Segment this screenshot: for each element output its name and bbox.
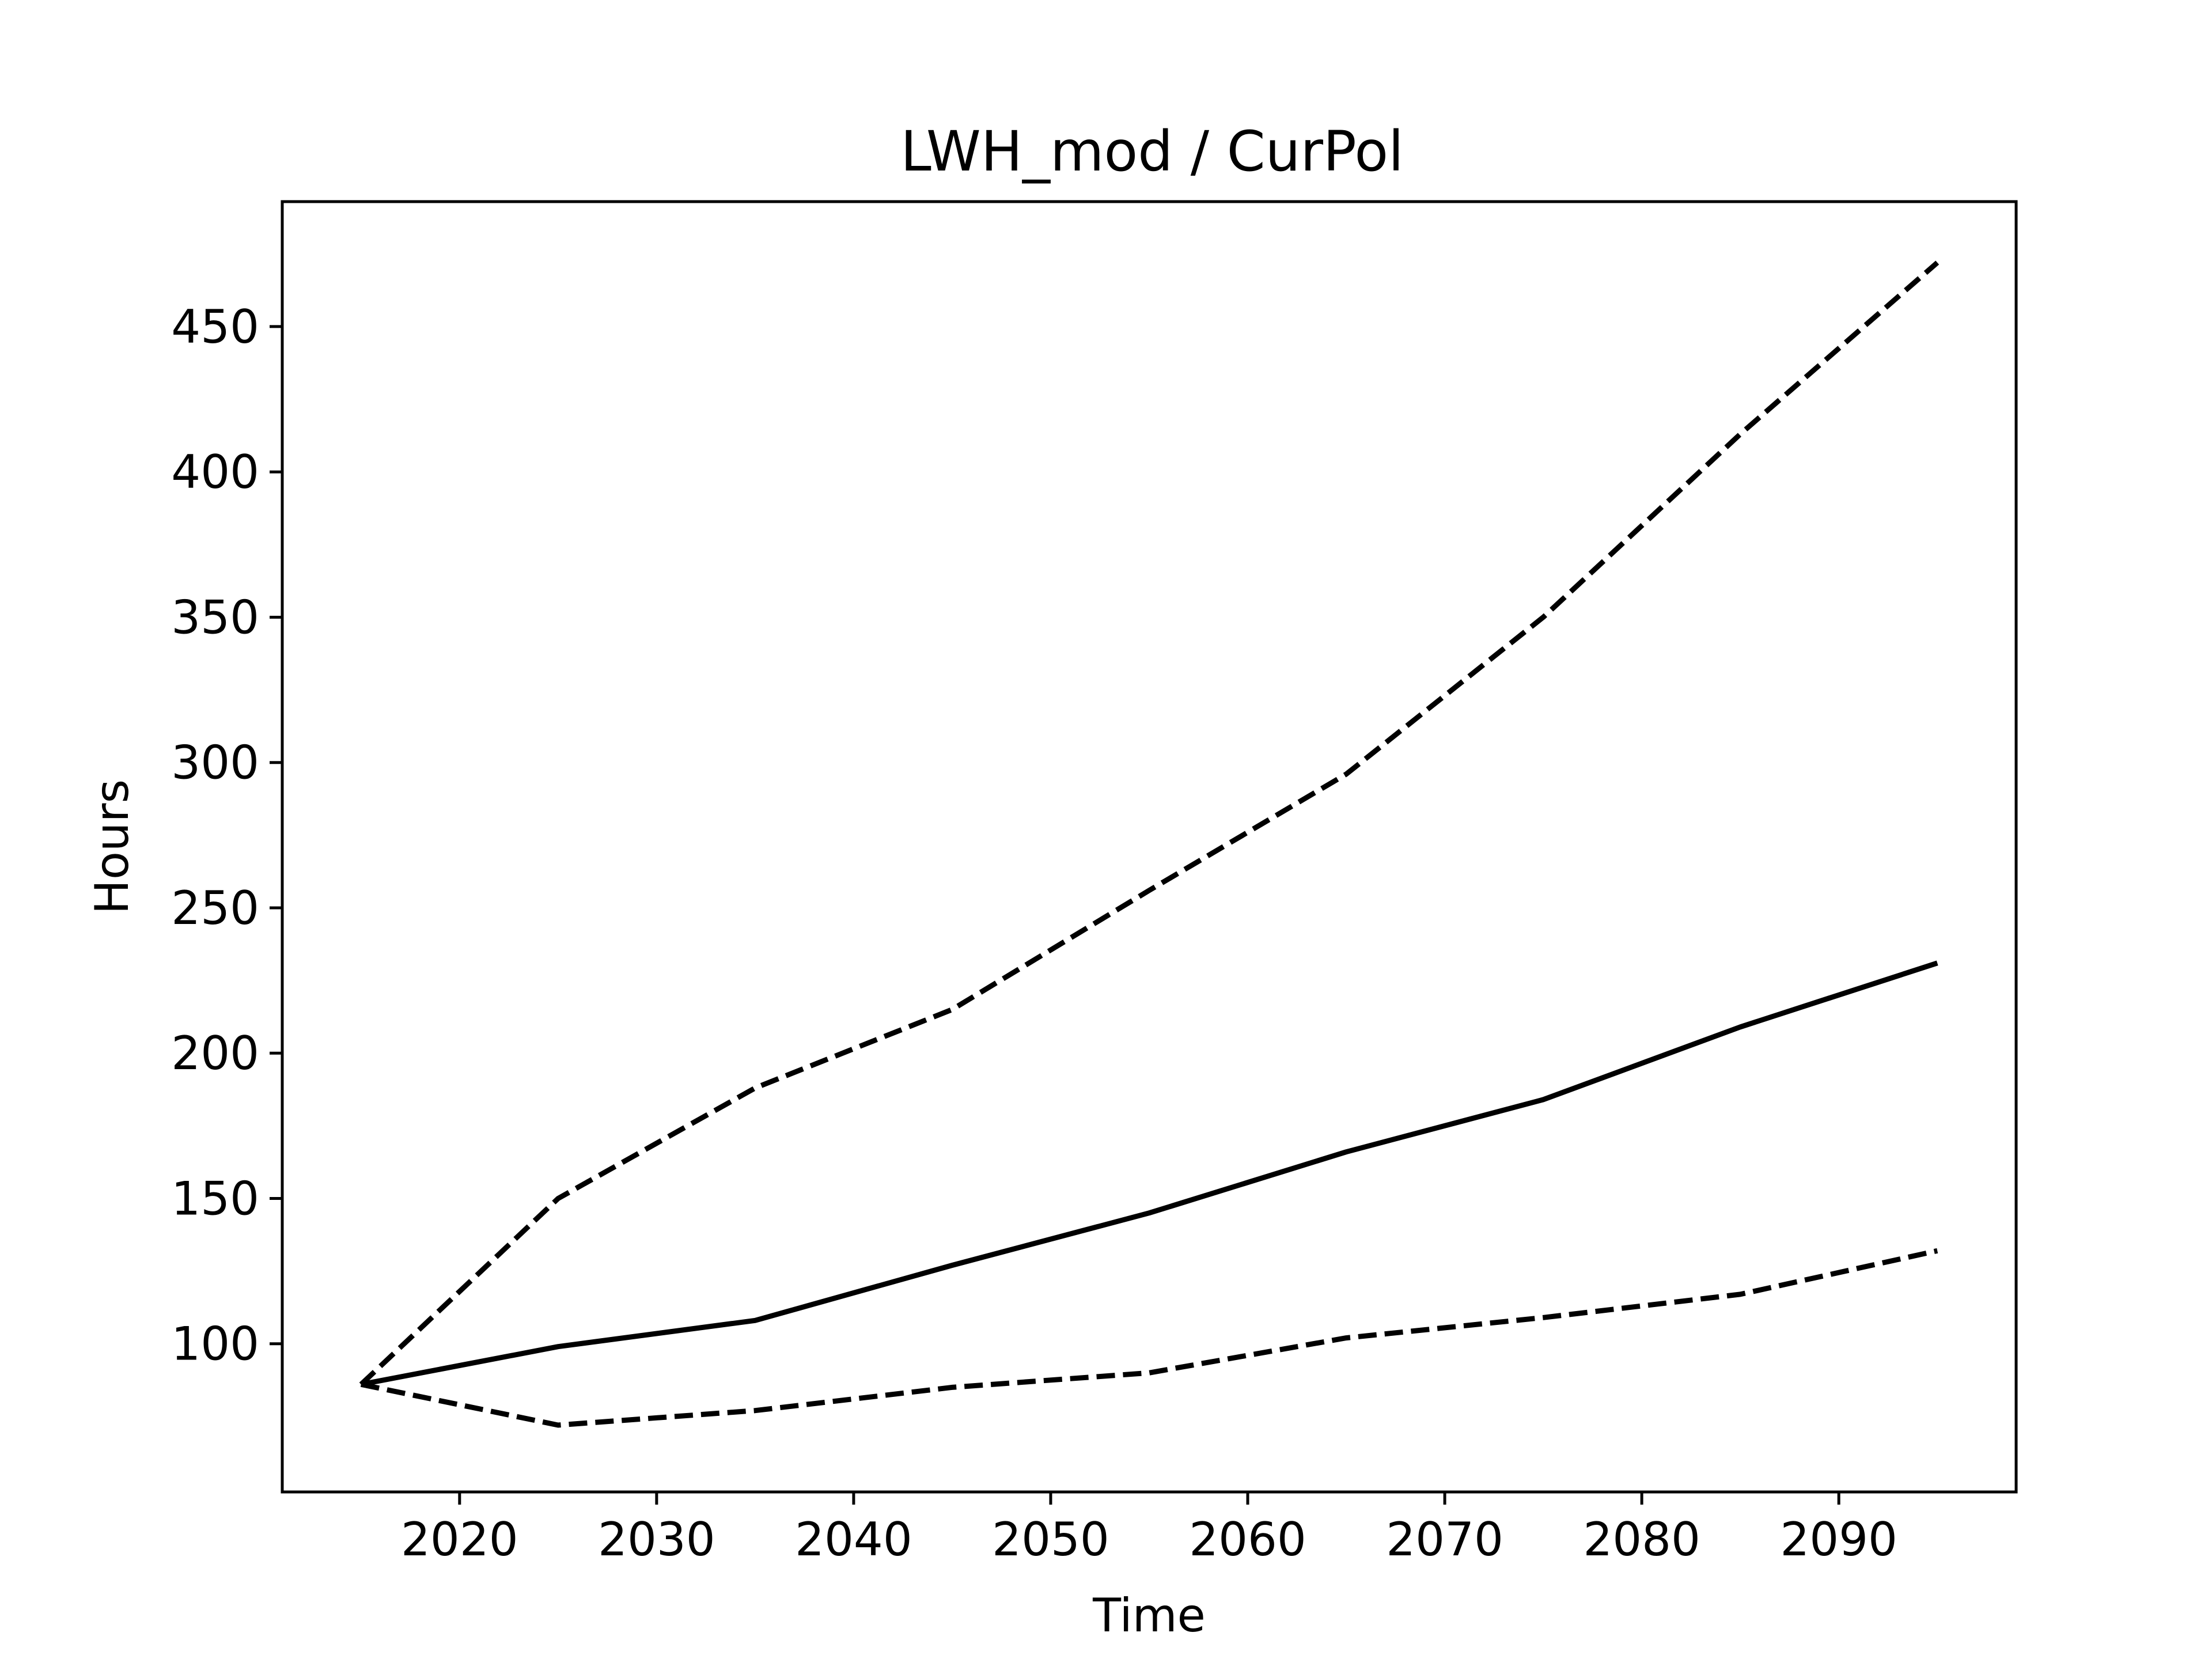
- series-line-3: [360, 1248, 1938, 1428]
- y-tick-label: 350: [171, 590, 259, 644]
- x-axis: 2020 2030 2040 2050 2060 2070 2080 2090: [401, 1492, 1897, 1566]
- plot-frame: [281, 200, 2018, 1494]
- y-tick-label: 400: [171, 445, 259, 499]
- y-axis: 100 150 200 250 300 350 400 450: [171, 300, 282, 1371]
- x-tick-label: 2090: [1780, 1513, 1897, 1566]
- x-tick-label: 2050: [992, 1513, 1109, 1566]
- series-line-1: [360, 960, 1938, 1387]
- x-tick-label: 2030: [598, 1513, 715, 1566]
- y-tick-label: 100: [171, 1317, 259, 1371]
- y-axis-label: Hours: [85, 779, 139, 914]
- x-axis-label: Time: [1092, 1589, 1206, 1642]
- x-tick-label: 2040: [795, 1513, 912, 1566]
- y-tick-label: 150: [171, 1172, 259, 1225]
- series-line-2: [359, 260, 1940, 1387]
- y-tick-label: 450: [171, 300, 259, 354]
- y-tick-label: 200: [171, 1027, 259, 1080]
- x-tick-label: 2060: [1189, 1513, 1306, 1566]
- chart-title: LWH_mod / CurPol: [900, 119, 1404, 184]
- x-tick-label: 2080: [1583, 1513, 1700, 1566]
- y-tick-label: 300: [171, 736, 259, 790]
- series-layer: [359, 260, 1940, 1428]
- x-tick-label: 2020: [401, 1513, 518, 1566]
- x-tick-label: 2070: [1386, 1513, 1503, 1566]
- y-tick-label: 250: [171, 881, 259, 935]
